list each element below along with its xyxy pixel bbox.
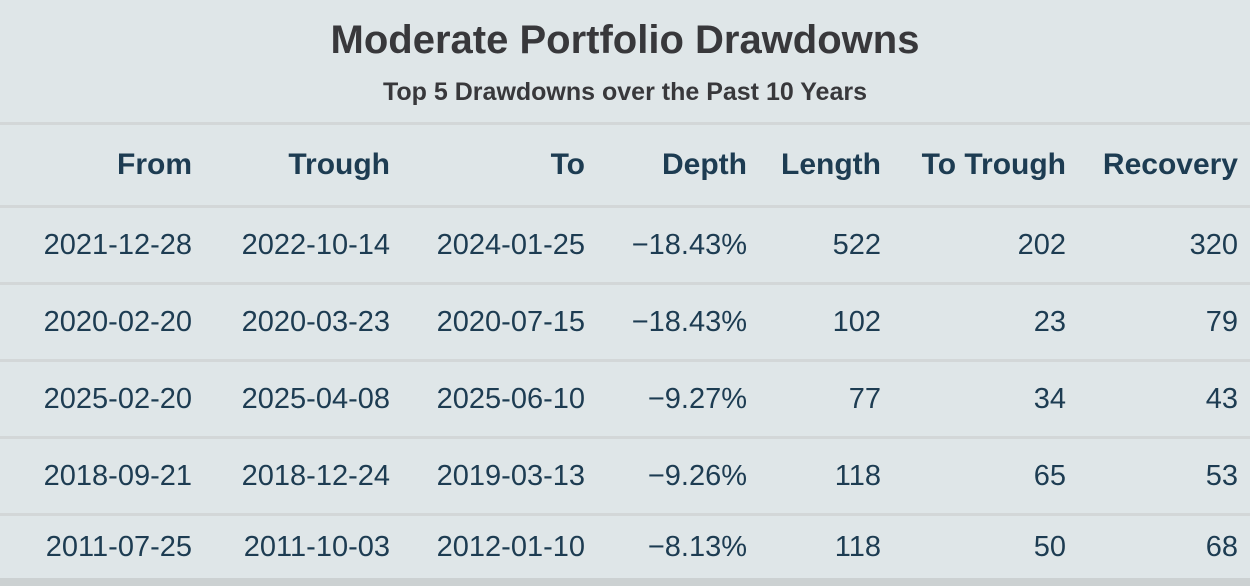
column-header-to: To (550, 148, 585, 181)
cell-from: 2021-12-28 (43, 228, 192, 261)
cell-from: 2011-07-25 (45, 530, 192, 563)
table-row: 2020-02-20 2020-03-23 2020-07-15 −18.43%… (0, 282, 1250, 359)
column-header-trough: Trough (288, 148, 390, 181)
cell-to: 2020-07-15 (436, 305, 585, 338)
cell-length: 118 (834, 530, 881, 563)
cell-trough: 2018-12-24 (241, 459, 390, 492)
cell-trough: 2022-10-14 (241, 228, 390, 261)
cell-to-trough: 23 (1033, 305, 1066, 338)
cell-to: 2024-01-25 (436, 228, 585, 261)
cell-length: 102 (832, 305, 881, 338)
cell-trough: 2020-03-23 (241, 305, 390, 338)
cell-to: 2019-03-13 (436, 459, 585, 492)
chart-subtitle: Top 5 Drawdowns over the Past 10 Years (383, 78, 867, 106)
cell-depth: −9.26% (647, 459, 747, 492)
table-row: 2018-09-21 2018-12-24 2019-03-13 −9.26% … (0, 436, 1250, 513)
cell-depth: −18.43% (631, 228, 747, 261)
cell-to-trough: 202 (1017, 228, 1066, 261)
column-header-to-trough: To Trough (921, 148, 1066, 181)
cell-recovery: 43 (1205, 382, 1238, 415)
cell-recovery: 320 (1189, 228, 1238, 261)
cell-trough: 2011-10-03 (243, 530, 390, 563)
column-header-recovery: Recovery (1102, 148, 1238, 181)
cell-to: 2025-06-10 (436, 382, 585, 415)
cell-to: 2012-01-10 (436, 530, 585, 563)
column-header-depth: Depth (662, 148, 747, 181)
table-row: 2021-12-28 2022-10-14 2024-01-25 −18.43%… (0, 205, 1250, 282)
cell-to-trough: 50 (1033, 530, 1066, 563)
cell-to-trough: 34 (1033, 382, 1066, 415)
cell-trough: 2025-04-08 (241, 382, 390, 415)
table-row: 2011-07-25 2011-10-03 2012-01-10 −8.13% … (0, 513, 1250, 578)
bottom-divider (0, 578, 1250, 586)
cell-length: 522 (832, 228, 881, 261)
column-header-length: Length (781, 148, 881, 181)
cell-to-trough: 65 (1033, 459, 1066, 492)
cell-recovery: 53 (1205, 459, 1238, 492)
cell-length: 77 (848, 382, 881, 415)
cell-depth: −8.13% (647, 530, 747, 563)
cell-length: 118 (834, 459, 881, 492)
table-header-row: From Trough To Depth Length To Trough Re… (0, 122, 1250, 205)
cell-depth: −9.27% (647, 382, 747, 415)
table-row: 2025-02-20 2025-04-08 2025-06-10 −9.27% … (0, 359, 1250, 436)
cell-from: 2018-09-21 (43, 459, 192, 492)
cell-from: 2020-02-20 (43, 305, 192, 338)
drawdowns-table: From Trough To Depth Length To Trough Re… (0, 122, 1250, 586)
chart-header: Moderate Portfolio Drawdowns Top 5 Drawd… (0, 0, 1250, 122)
cell-recovery: 68 (1205, 530, 1238, 563)
cell-from: 2025-02-20 (43, 382, 192, 415)
chart-title: Moderate Portfolio Drawdowns (330, 18, 920, 62)
cell-recovery: 79 (1205, 305, 1238, 338)
column-header-from: From (117, 148, 192, 181)
cell-depth: −18.43% (631, 305, 747, 338)
